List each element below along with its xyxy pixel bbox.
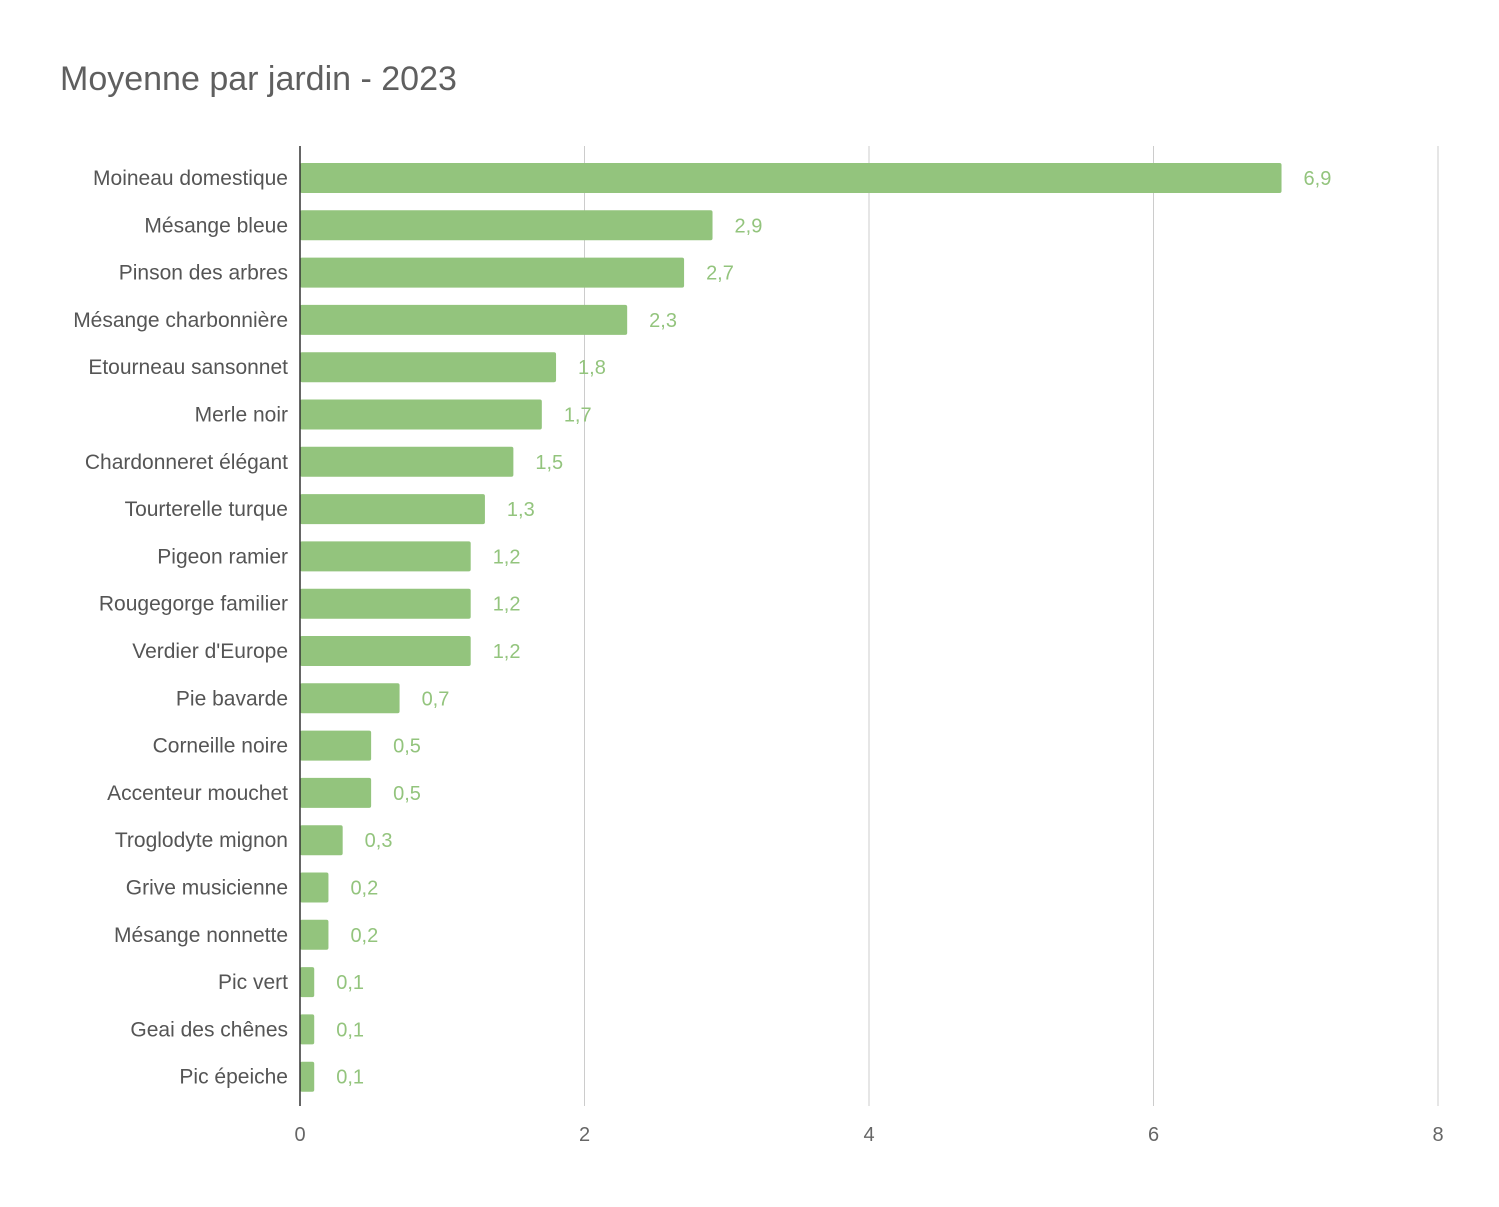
- category-label-12: Corneille noire: [153, 735, 288, 758]
- value-label-10: 1,2: [493, 641, 521, 663]
- bar-7: [300, 494, 485, 525]
- x-tick-label-8: 8: [1432, 1124, 1443, 1146]
- value-label-1: 2,9: [735, 215, 763, 237]
- bar-16: [300, 919, 329, 950]
- bar-1: [300, 210, 713, 241]
- value-label-0: 6,9: [1304, 168, 1332, 190]
- value-label-11: 0,7: [422, 688, 450, 710]
- category-label-16: Mésange nonnette: [114, 924, 288, 947]
- value-label-18: 0,1: [336, 1019, 364, 1041]
- bar-9: [300, 588, 471, 619]
- bar-2: [300, 257, 685, 288]
- value-label-16: 0,2: [350, 925, 378, 947]
- bar-15: [300, 872, 329, 903]
- value-label-19: 0,1: [336, 1067, 364, 1089]
- x-tick-label-2: 2: [579, 1124, 590, 1146]
- category-label-10: Verdier d'Europe: [132, 640, 288, 663]
- value-label-9: 1,2: [493, 594, 521, 616]
- x-tick-label-0: 0: [294, 1124, 305, 1146]
- category-label-4: Etourneau sansonnet: [88, 356, 288, 379]
- category-label-9: Rougegorge familier: [99, 593, 288, 616]
- bar-17: [300, 967, 315, 998]
- bar-13: [300, 777, 372, 808]
- value-label-3: 2,3: [649, 310, 677, 332]
- x-tick-label-4: 4: [863, 1124, 874, 1146]
- bars: [300, 163, 1282, 1092]
- category-label-17: Pic vert: [218, 971, 288, 994]
- bar-8: [300, 541, 471, 572]
- x-tick-label-6: 6: [1148, 1124, 1159, 1146]
- chart-title: Moyenne par jardin - 2023: [60, 60, 457, 98]
- category-label-8: Pigeon ramier: [157, 545, 288, 568]
- value-label-15: 0,2: [350, 878, 378, 900]
- bar-3: [300, 304, 628, 335]
- value-label-2: 2,7: [706, 263, 734, 285]
- category-label-11: Pie bavarde: [176, 687, 288, 710]
- category-label-6: Chardonneret élégant: [85, 451, 288, 474]
- category-label-0: Moineau domestique: [93, 167, 288, 190]
- bar-12: [300, 730, 372, 761]
- value-label-14: 0,3: [365, 830, 393, 852]
- labels: 0 2 4 6 8 Moineau domestique 6,9 Mésange bleue 2…: [73, 167, 1443, 1146]
- category-label-14: Troglodyte mignon: [115, 829, 288, 852]
- category-label-19: Pic épeiche: [179, 1066, 288, 1089]
- bar-11: [300, 683, 400, 714]
- value-label-4: 1,8: [578, 357, 606, 379]
- value-label-5: 1,7: [564, 405, 592, 427]
- value-label-7: 1,3: [507, 499, 535, 521]
- bar-0: [300, 163, 1282, 193]
- bar-6: [300, 446, 514, 477]
- value-label-13: 0,5: [393, 783, 421, 805]
- category-label-13: Accenteur mouchet: [107, 782, 288, 805]
- category-label-15: Grive musicienne: [126, 877, 288, 900]
- category-label-3: Mésange charbonnière: [73, 309, 288, 332]
- category-label-18: Geai des chênes: [130, 1018, 288, 1041]
- bar-14: [300, 825, 343, 856]
- bar-5: [300, 399, 542, 430]
- category-label-7: Tourterelle turque: [125, 498, 288, 521]
- bar-10: [300, 636, 471, 666]
- value-label-17: 0,1: [336, 972, 364, 994]
- grid-lines: [584, 146, 1439, 1106]
- value-label-12: 0,5: [393, 736, 421, 758]
- bar-4: [300, 352, 557, 383]
- bar-18: [300, 1014, 315, 1045]
- value-label-8: 1,2: [493, 546, 521, 568]
- category-label-5: Merle noir: [195, 404, 288, 427]
- bar-19: [300, 1061, 315, 1092]
- category-label-1: Mésange bleue: [144, 214, 288, 237]
- value-label-6: 1,5: [535, 452, 563, 474]
- category-label-2: Pinson des arbres: [119, 262, 288, 285]
